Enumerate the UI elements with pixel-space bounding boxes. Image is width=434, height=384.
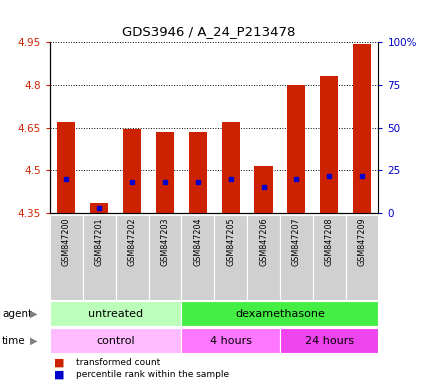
Text: agent: agent — [2, 309, 32, 319]
Text: GDS3946 / A_24_P213478: GDS3946 / A_24_P213478 — [122, 25, 295, 38]
Bar — [188, 132, 207, 213]
Bar — [155, 132, 174, 213]
Bar — [82, 215, 115, 300]
Bar — [181, 328, 279, 353]
Bar — [312, 215, 345, 300]
Text: GSM847200: GSM847200 — [62, 218, 71, 266]
Text: GSM847206: GSM847206 — [258, 218, 267, 266]
Text: untreated: untreated — [88, 309, 143, 319]
Bar — [181, 301, 378, 326]
Bar — [214, 215, 247, 300]
Text: GSM847204: GSM847204 — [193, 218, 202, 266]
Bar — [57, 122, 76, 213]
Bar — [286, 85, 305, 213]
Bar — [90, 203, 108, 213]
Text: time: time — [2, 336, 26, 346]
Bar — [221, 122, 239, 213]
Bar — [345, 215, 378, 300]
Bar — [50, 328, 181, 353]
Bar — [148, 215, 181, 300]
Text: dexamethasone: dexamethasone — [234, 309, 324, 319]
Text: ■: ■ — [54, 369, 65, 379]
Text: GSM847207: GSM847207 — [291, 218, 300, 266]
Bar — [279, 215, 312, 300]
Bar — [115, 215, 148, 300]
Text: ■: ■ — [54, 358, 65, 368]
Bar — [319, 76, 338, 213]
Text: GSM847203: GSM847203 — [160, 218, 169, 266]
Bar — [352, 44, 370, 213]
Text: GSM847209: GSM847209 — [357, 218, 366, 266]
Text: ▶: ▶ — [30, 309, 37, 319]
Text: 4 hours: 4 hours — [209, 336, 251, 346]
Bar — [181, 215, 214, 300]
Text: control: control — [96, 336, 135, 346]
Bar — [50, 215, 82, 300]
Text: 24 hours: 24 hours — [304, 336, 353, 346]
Bar — [50, 301, 181, 326]
Text: ▶: ▶ — [30, 336, 37, 346]
Text: GSM847201: GSM847201 — [95, 218, 104, 266]
Text: GSM847208: GSM847208 — [324, 218, 333, 266]
Bar — [254, 166, 272, 213]
Text: GSM847205: GSM847205 — [226, 218, 235, 266]
Text: transformed count: transformed count — [76, 358, 160, 367]
Bar — [247, 215, 279, 300]
Bar — [123, 129, 141, 213]
Text: GSM847202: GSM847202 — [127, 218, 136, 266]
Text: percentile rank within the sample: percentile rank within the sample — [76, 370, 229, 379]
Bar — [279, 328, 378, 353]
